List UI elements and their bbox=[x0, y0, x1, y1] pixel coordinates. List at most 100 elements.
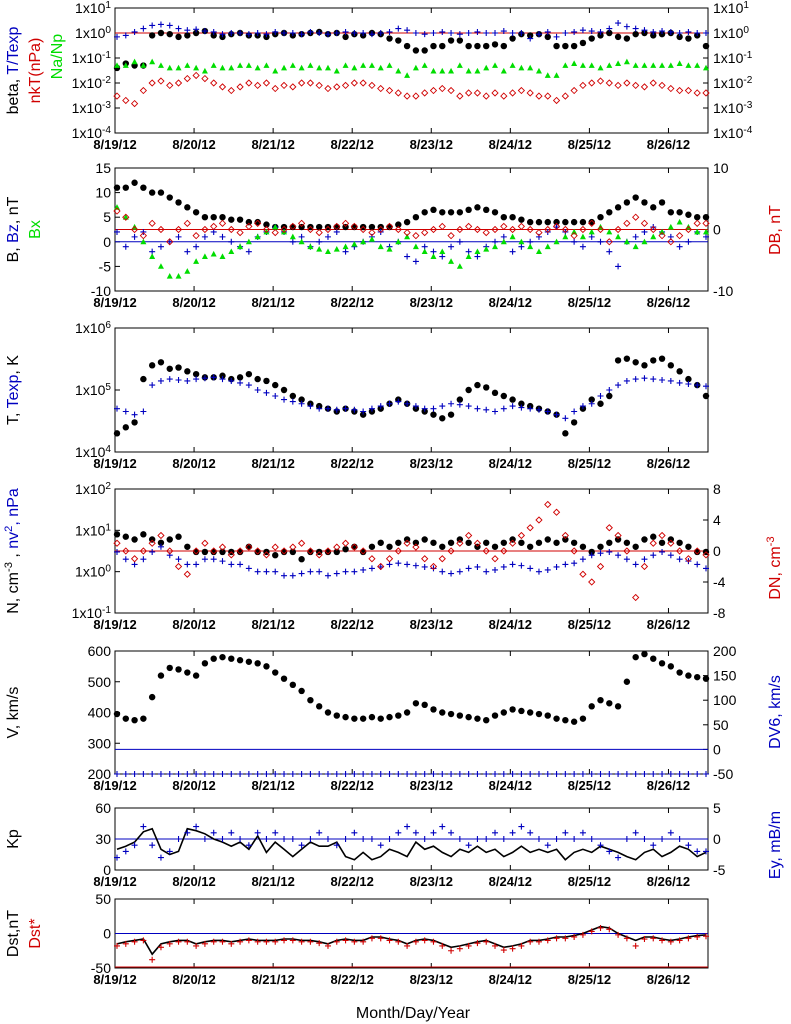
data-point bbox=[447, 209, 455, 216]
data-point bbox=[149, 253, 156, 259]
data-point bbox=[271, 84, 279, 93]
data-point bbox=[404, 233, 411, 240]
data-point bbox=[474, 248, 481, 255]
data-point bbox=[518, 539, 525, 546]
series-2 bbox=[113, 500, 710, 602]
data-point bbox=[483, 771, 490, 777]
series-1 bbox=[114, 771, 709, 777]
data-point bbox=[114, 771, 120, 777]
data-point bbox=[474, 253, 481, 260]
data-point bbox=[492, 771, 499, 777]
data-point bbox=[148, 362, 156, 369]
y-tick-label: 500 bbox=[88, 674, 112, 690]
data-point bbox=[113, 184, 121, 191]
data-point bbox=[272, 552, 279, 559]
data-point bbox=[394, 225, 402, 234]
data-point bbox=[482, 547, 490, 555]
data-point bbox=[122, 848, 129, 855]
data-point bbox=[263, 31, 270, 38]
data-point bbox=[219, 64, 226, 71]
data-point bbox=[553, 539, 560, 546]
data-point bbox=[113, 531, 121, 538]
data-point bbox=[483, 568, 490, 575]
data-point bbox=[641, 936, 648, 943]
y-tick-label: 50 bbox=[95, 891, 111, 907]
data-point bbox=[562, 935, 569, 942]
data-point bbox=[535, 92, 543, 100]
data-point bbox=[228, 248, 235, 255]
data-point bbox=[474, 381, 481, 389]
data-point bbox=[157, 771, 164, 777]
x-tick-label: 8/22/12 bbox=[331, 456, 374, 471]
y-tick-label: 1x10-4 bbox=[72, 125, 112, 142]
data-point bbox=[614, 536, 622, 543]
data-point bbox=[456, 209, 464, 216]
data-point bbox=[114, 228, 120, 235]
data-point bbox=[377, 84, 385, 93]
x-tick-label: 8/24/12 bbox=[489, 972, 532, 987]
data-point bbox=[588, 28, 595, 35]
data-point bbox=[439, 67, 446, 74]
data-point bbox=[298, 556, 305, 563]
y-axis-label: Kp bbox=[5, 829, 22, 849]
data-point bbox=[316, 245, 323, 252]
data-point bbox=[544, 243, 551, 250]
data-point bbox=[131, 938, 138, 945]
data-point bbox=[614, 225, 622, 234]
data-point bbox=[281, 228, 288, 235]
data-point bbox=[263, 221, 270, 228]
data-point bbox=[508, 539, 517, 547]
data-point bbox=[597, 543, 604, 550]
data-point bbox=[448, 30, 455, 36]
data-point bbox=[641, 771, 648, 777]
data-point bbox=[439, 415, 446, 422]
data-point bbox=[272, 28, 279, 35]
data-point bbox=[263, 568, 270, 575]
data-point bbox=[386, 771, 393, 777]
data-point bbox=[316, 771, 323, 777]
data-point bbox=[201, 253, 208, 259]
data-point bbox=[412, 700, 420, 707]
data-point bbox=[641, 238, 648, 245]
data-point bbox=[632, 593, 640, 602]
data-point bbox=[131, 771, 138, 777]
data-point bbox=[342, 713, 349, 721]
y-axis-label: V, km/s bbox=[5, 687, 22, 739]
data-point bbox=[429, 225, 438, 234]
data-point bbox=[183, 219, 191, 227]
series-1 bbox=[114, 543, 709, 579]
data-point bbox=[184, 543, 191, 550]
data-point bbox=[500, 28, 507, 35]
x-tick-label: 8/20/12 bbox=[172, 972, 215, 987]
data-point bbox=[518, 238, 525, 245]
data-point bbox=[649, 79, 657, 87]
data-point bbox=[404, 823, 411, 830]
data-point bbox=[324, 548, 332, 556]
y-tick-label: 1x10-2 bbox=[72, 75, 112, 92]
data-point bbox=[175, 938, 182, 945]
data-point bbox=[509, 30, 516, 36]
data-point bbox=[289, 233, 296, 240]
data-point bbox=[438, 84, 446, 93]
data-point bbox=[166, 238, 174, 246]
data-point bbox=[237, 836, 244, 842]
data-point bbox=[623, 836, 630, 842]
data-point bbox=[412, 258, 419, 265]
data-point bbox=[527, 243, 534, 250]
data-point bbox=[192, 370, 200, 378]
data-point bbox=[588, 552, 595, 559]
data-point bbox=[157, 944, 164, 951]
data-point bbox=[702, 675, 710, 682]
data-point bbox=[483, 938, 490, 945]
panels: 1x10-4 1x10-3 1x10-2 1x10-1 1x100 1x101 1x10-4… bbox=[3, 0, 784, 976]
data-point bbox=[527, 565, 534, 572]
data-point bbox=[702, 551, 710, 559]
data-point bbox=[122, 424, 129, 431]
data-point bbox=[377, 842, 384, 849]
data-point bbox=[351, 715, 358, 722]
data-point bbox=[632, 233, 639, 240]
data-point bbox=[684, 86, 693, 95]
data-point bbox=[650, 376, 657, 383]
data-point bbox=[667, 238, 675, 246]
data-point bbox=[527, 938, 534, 945]
